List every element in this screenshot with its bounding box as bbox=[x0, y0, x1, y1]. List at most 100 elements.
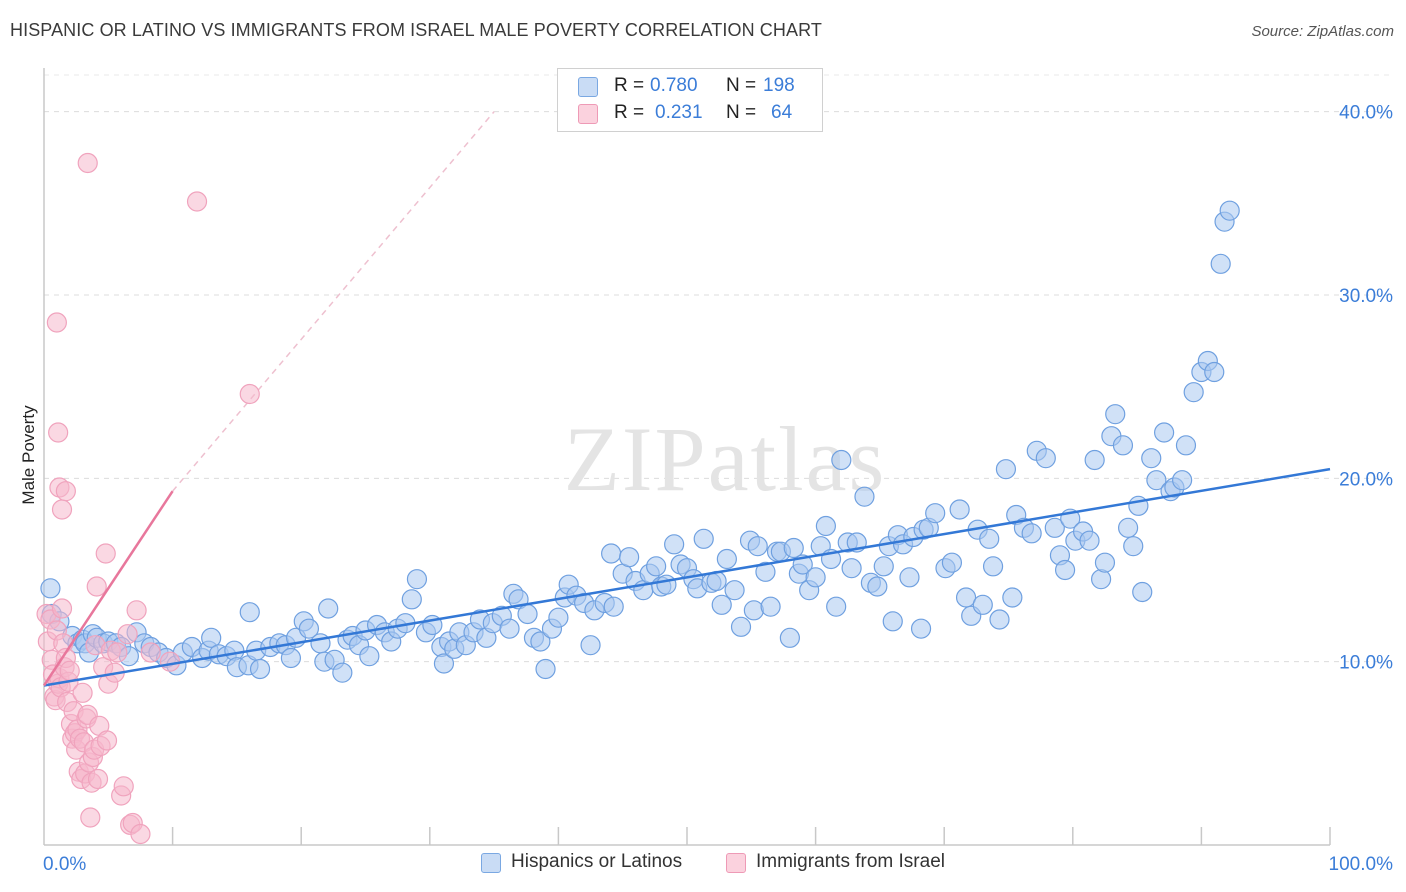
y-tick-label: 30.0% bbox=[1339, 286, 1393, 307]
data-point bbox=[979, 528, 1000, 549]
data-point bbox=[841, 558, 862, 579]
data-point bbox=[517, 603, 538, 625]
data-point bbox=[603, 596, 624, 617]
data-point bbox=[760, 596, 781, 617]
data-point bbox=[755, 561, 776, 582]
data-point bbox=[580, 635, 601, 656]
data-point bbox=[1175, 435, 1197, 456]
data-point bbox=[86, 576, 107, 597]
data-point bbox=[80, 807, 101, 828]
data-point bbox=[77, 152, 98, 174]
data-point bbox=[186, 191, 208, 212]
data-point bbox=[318, 598, 339, 619]
data-point bbox=[867, 576, 888, 597]
data-point bbox=[826, 596, 847, 617]
data-point bbox=[1210, 253, 1231, 274]
data-point bbox=[955, 587, 977, 608]
n-label: N = bbox=[726, 75, 757, 96]
data-point bbox=[1054, 559, 1076, 581]
axes bbox=[43, 68, 1331, 846]
data-point bbox=[46, 312, 67, 333]
data-point bbox=[730, 616, 752, 637]
data-point bbox=[1172, 470, 1193, 491]
data-point bbox=[95, 543, 116, 564]
data-point bbox=[359, 646, 380, 667]
data-point bbox=[779, 627, 800, 648]
data-point bbox=[159, 651, 181, 672]
data-point bbox=[693, 528, 714, 549]
data-points bbox=[36, 152, 1331, 845]
data-point bbox=[1123, 536, 1144, 557]
data-point bbox=[1084, 449, 1105, 471]
data-point bbox=[130, 823, 151, 845]
data-point bbox=[48, 422, 69, 443]
data-point bbox=[96, 730, 118, 751]
data-point bbox=[51, 499, 73, 520]
data-point bbox=[601, 543, 622, 564]
data-point bbox=[1090, 569, 1112, 590]
data-point bbox=[646, 556, 667, 577]
data-point bbox=[1035, 448, 1056, 469]
data-point bbox=[854, 486, 875, 507]
legend-label-israel: Immigrants from Israel bbox=[756, 851, 945, 872]
swatch-hispanics bbox=[578, 77, 598, 97]
data-point bbox=[619, 547, 640, 568]
data-point bbox=[941, 552, 963, 573]
x-tick-label: 100.0% bbox=[1329, 854, 1394, 875]
data-point bbox=[1112, 435, 1134, 456]
r-value: 0.231 bbox=[655, 102, 703, 123]
data-point bbox=[899, 567, 920, 588]
data-point bbox=[1219, 200, 1240, 221]
data-point bbox=[87, 768, 109, 790]
data-point bbox=[1141, 448, 1162, 469]
data-point bbox=[949, 499, 970, 520]
data-point bbox=[107, 642, 128, 663]
legend-label-hispanics: Hispanics or Latinos bbox=[511, 851, 683, 872]
watermark: ZIPatlas bbox=[564, 408, 887, 510]
data-point bbox=[548, 607, 569, 628]
y-tick-label: 20.0% bbox=[1339, 469, 1393, 490]
n-value: 198 bbox=[763, 75, 795, 96]
legend-swatch-israel bbox=[726, 853, 746, 873]
data-point bbox=[1146, 470, 1167, 491]
data-point bbox=[113, 776, 134, 797]
trend-extension bbox=[172, 111, 495, 492]
data-point bbox=[59, 660, 80, 681]
data-point bbox=[1079, 530, 1100, 551]
data-point bbox=[743, 600, 764, 621]
x-tick-label: 0.0% bbox=[43, 854, 86, 875]
data-point bbox=[535, 658, 556, 680]
stats-legend: R = 0.780 N = 198 R = 0.231 N = 64 bbox=[557, 68, 823, 132]
data-point bbox=[716, 548, 737, 570]
data-point bbox=[1105, 404, 1126, 425]
data-point bbox=[433, 653, 455, 674]
y-axis-label: Male Poverty bbox=[19, 405, 38, 505]
y-tick-label: 10.0% bbox=[1339, 653, 1393, 674]
source-label: Source: ZipAtlas.com bbox=[1251, 23, 1394, 40]
r-label: R = bbox=[614, 75, 645, 96]
data-point bbox=[126, 600, 147, 621]
data-point bbox=[1021, 523, 1042, 544]
data-point bbox=[1154, 422, 1175, 443]
data-point bbox=[332, 662, 353, 683]
legend-swatch-hispanics bbox=[481, 853, 501, 873]
swatch-israel bbox=[578, 104, 598, 124]
data-point bbox=[711, 594, 732, 615]
data-point bbox=[783, 537, 804, 559]
data-point bbox=[664, 534, 685, 555]
data-point bbox=[201, 627, 222, 648]
data-point bbox=[224, 640, 245, 661]
data-point bbox=[995, 459, 1017, 480]
data-point bbox=[989, 609, 1010, 630]
data-point bbox=[1117, 517, 1139, 538]
data-point bbox=[298, 618, 320, 639]
trend-lines bbox=[172, 111, 495, 492]
data-point bbox=[239, 602, 260, 623]
data-point bbox=[499, 618, 520, 639]
data-point bbox=[1002, 587, 1023, 608]
data-point bbox=[925, 503, 946, 524]
data-point bbox=[873, 556, 894, 577]
n-label: N = bbox=[726, 102, 757, 123]
data-point bbox=[55, 481, 76, 502]
data-point bbox=[1183, 382, 1204, 403]
